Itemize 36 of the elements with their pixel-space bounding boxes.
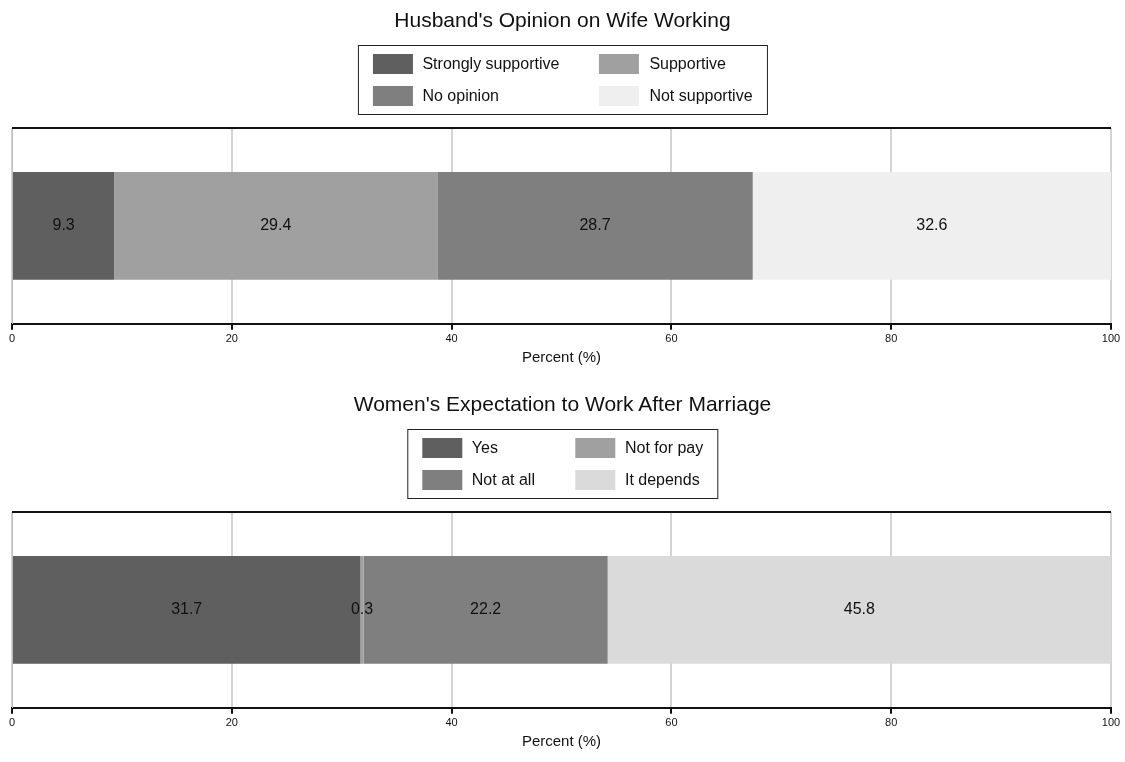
data-label: 28.7 — [579, 216, 611, 234]
chart-title: Women's Expectation to Work After Marriage — [352, 392, 773, 416]
data-label: 0.3 — [350, 600, 374, 618]
x-axis-title: Percent (%) — [521, 348, 602, 366]
legend-label: Yes — [471, 439, 498, 457]
x-tick-label: 40 — [445, 332, 458, 345]
bar — [437, 172, 753, 280]
bar — [13, 172, 115, 280]
legend-label: Not at all — [471, 471, 535, 489]
data-label: 45.8 — [843, 600, 875, 618]
legend-label: Not supportive — [649, 87, 753, 105]
legend-label: Supportive — [649, 55, 726, 73]
bar — [752, 172, 1111, 280]
legend-label: It depends — [624, 471, 700, 489]
x-tick-label: 100 — [1101, 332, 1121, 345]
x-tick-label: 20 — [225, 716, 238, 729]
legend-label: No opinion — [422, 87, 499, 105]
x-tick-label: 20 — [225, 332, 238, 345]
x-tick-label: 0 — [8, 716, 16, 729]
legend-label: Strongly supportive — [422, 55, 560, 73]
bar — [114, 172, 438, 280]
data-label: 29.4 — [260, 216, 292, 234]
x-tick-label: 80 — [885, 716, 898, 729]
x-axis-title: Percent (%) — [521, 732, 602, 750]
data-label: 31.7 — [171, 600, 203, 618]
data-label: 22.2 — [470, 600, 502, 618]
x-tick-label: 40 — [445, 716, 458, 729]
x-tick-label: 0 — [8, 332, 16, 345]
data-label: 9.3 — [52, 216, 75, 234]
x-tick-label: 60 — [665, 716, 678, 729]
x-tick-label: 60 — [665, 332, 678, 345]
x-tick-label: 100 — [1101, 716, 1121, 729]
x-tick-label: 80 — [885, 332, 898, 345]
chart-title: Husband's Opinion on Wife Working — [393, 8, 732, 32]
legend-label: Not for pay — [624, 439, 704, 457]
data-label: 32.6 — [916, 216, 948, 234]
